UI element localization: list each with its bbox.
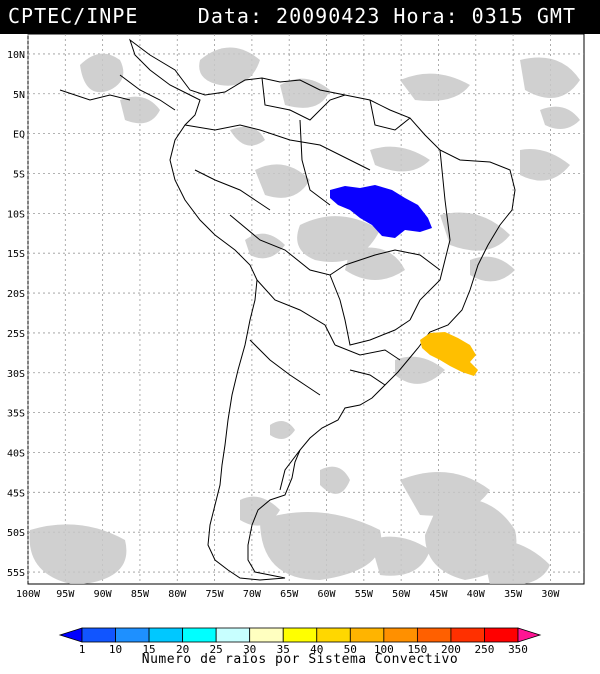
lat-label: 50S [7,528,25,539]
legend-swatch [148,627,184,643]
lat-label: 15S [7,249,25,260]
lon-label: 30W [541,589,560,600]
lon-label: 90W [94,589,113,600]
legend-swatch [349,627,385,643]
legend-swatch [450,627,485,643]
legend-tick-label: 250 [475,643,495,656]
legend-tick-label: 30 [243,643,256,656]
lat-label: 20S [7,289,25,300]
legend-swatch [282,627,318,643]
longitude-labels: 100W 95W 90W 85W 80W 75W 70W 65W 60W 55W 50W 45W 40W… [16,589,560,600]
legend-tick-label: 50 [344,643,357,656]
lon-label: 45W [429,589,448,600]
legend-arrow-left [58,627,83,643]
lat-label: 45S [7,488,25,499]
legend-tick-label: 40 [310,643,323,656]
coastline [59,38,516,581]
lat-label: 5S [13,169,25,180]
legend-tick-label: 200 [441,643,461,656]
map-svg: 10N5NEQ5S10S15S20S25S30S35S40S45S50S55S … [7,33,585,656]
lon-label: 85W [131,589,150,600]
lat-label: EQ [13,130,25,141]
legend-tick-label: 20 [176,643,189,656]
legend-swatch [81,627,116,643]
south-brazil-cluster [420,332,478,376]
legend-swatch [115,627,150,643]
legend-tick-label: 25 [210,643,223,656]
legend-swatch [484,627,519,643]
source-label: CPTEC/INPE [8,4,139,28]
legend-tick-label: 15 [142,643,155,656]
cloud-cover [29,47,580,584]
latitude-labels: 10N 5N EQ 5S 10S 15S 20S 25S 30S 35S 40S 45S 50S 55S [7,50,25,579]
legend-tick-labels: 1 10 15 20 25 30 35 40 50 100 150 200 250 350 [79,643,528,656]
datetime-label: Data: 20090423 Hora: 0315 GMT [197,4,576,28]
legend-swatch [416,627,452,643]
legend-colorbar [58,627,542,643]
lon-label: 50W [392,589,411,600]
lat-label: 55S [7,568,25,579]
lon-label: 80W [168,589,187,600]
legend-arrow-right [517,627,542,643]
lon-label: 35W [504,589,523,600]
header-bar: CPTEC/INPE Data: 20090423 Hora: 0315 GMT [0,0,600,34]
legend-swatch [215,627,251,643]
legend-swatch [316,627,351,643]
legend-tick-label: 1 [79,643,86,656]
lon-label: 70W [243,589,262,600]
map-frame [27,33,585,585]
legend-tick-label: 35 [277,643,290,656]
graticule [27,34,584,584]
legend-tick-label: 150 [407,643,427,656]
map-panel: 10N 5N EQ 5S 10S 15S 20S 25S 30S 35S 40S 45S 50S 55S … [0,33,600,670]
lat-label: 40S [7,448,25,459]
legend-swatch [249,627,284,643]
lon-label: 60W [317,589,336,600]
legend-tick-label: 350 [508,643,528,656]
lat-label: 30S [7,369,25,380]
amazonia-cluster [330,185,432,238]
legend-title: Numero de raios por Sistema Convectivo [141,652,459,667]
lon-label: 40W [467,589,486,600]
legend-tick-label: 100 [374,643,394,656]
legend-swatch [383,627,418,643]
lat-label: 10S [7,209,25,220]
legend-swatch [182,627,217,643]
lon-label: 95W [56,589,75,600]
lon-label: 100W [16,589,41,600]
lon-label: 65W [280,589,299,600]
lon-label: 75W [206,589,225,600]
lat-label: 25S [7,329,25,340]
lat-label: 35S [7,409,25,420]
lat-label: 5N [13,90,25,101]
legend-tick-label: 10 [109,643,122,656]
lon-label: 55W [355,589,374,600]
lat-label: 10N [7,50,25,61]
